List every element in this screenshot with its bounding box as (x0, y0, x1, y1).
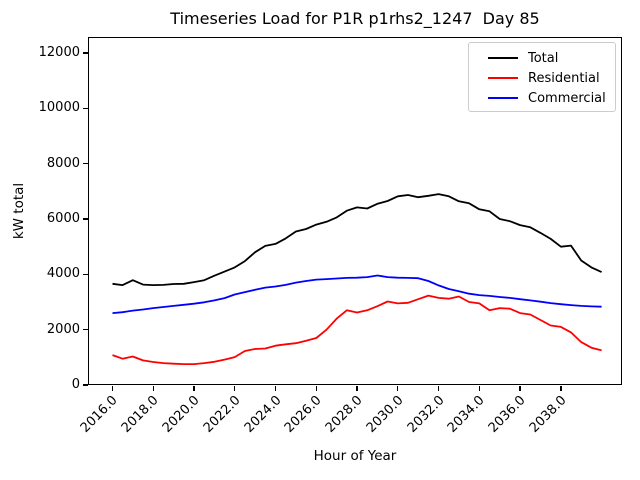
legend-item-commercial: Commercial (469, 88, 615, 108)
x-tick-mark (193, 386, 195, 391)
x-tick-label: 2022.0 (200, 393, 244, 436)
x-tick-mark (356, 386, 358, 391)
legend-label: Residential (528, 70, 600, 86)
x-tick-mark (152, 386, 154, 391)
x-tick-mark (519, 386, 521, 391)
legend-line-swatch (488, 56, 518, 60)
y-tick-mark (83, 384, 88, 386)
x-tick-mark (437, 386, 440, 391)
y-tick-label: 8000 (46, 155, 80, 171)
y-tick-mark (83, 52, 88, 54)
y-tick-mark (83, 218, 88, 220)
legend-label: Total (528, 50, 559, 66)
chart-title: Timeseries Load for P1R p1rhs2_1247 Day … (170, 9, 540, 28)
y-tick-mark (83, 107, 88, 110)
y-tick-label: 12000 (38, 45, 80, 61)
y-tick-label: 6000 (46, 211, 80, 227)
legend-box: Total Residential Commercial (468, 42, 616, 112)
x-axis-label: Hour of Year (313, 448, 397, 464)
legend-item-residential: Residential (469, 68, 615, 88)
x-tick-mark (478, 386, 481, 391)
x-tick-mark (397, 386, 399, 391)
legend-line-swatch (488, 76, 518, 80)
legend-line-swatch (488, 96, 518, 100)
y-tick-mark (83, 328, 88, 331)
y-tick-mark (83, 162, 88, 165)
y-tick-mark (83, 273, 88, 276)
x-tick-mark (111, 386, 114, 391)
y-tick-label: 4000 (46, 266, 80, 282)
x-tick-mark (315, 386, 317, 391)
x-tick-mark (234, 386, 236, 391)
y-tick-label: 0 (71, 377, 80, 392)
legend-label: Commercial (528, 90, 606, 106)
y-tick-label: 2000 (46, 321, 80, 337)
x-tick-mark (560, 386, 562, 391)
x-tick-label: 2038.0 (526, 393, 570, 436)
legend-item-total: Total (469, 48, 615, 68)
y-axis-label: kW total (11, 182, 27, 240)
y-tick-label: 10000 (38, 100, 80, 116)
x-tick-mark (274, 386, 277, 391)
